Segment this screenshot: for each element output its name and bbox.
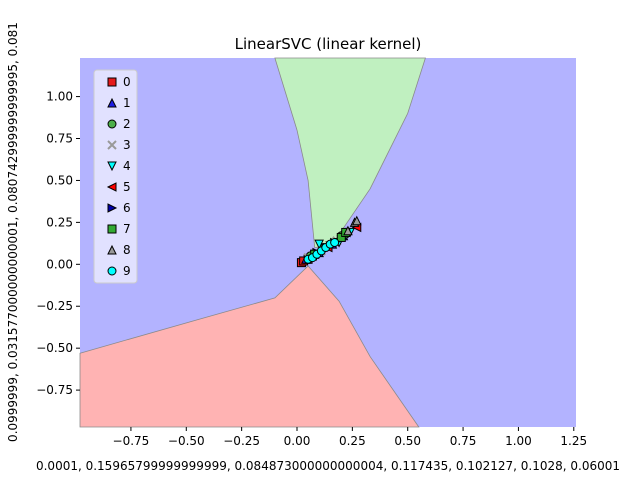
data-point-class-8: [343, 225, 353, 236]
data-point-class-4: [314, 239, 324, 250]
y-tick-label: −0.25: [36, 299, 73, 313]
legend-marker-5: [106, 182, 117, 192]
x-tick-label: 0.50: [394, 434, 421, 448]
x-tick-label: 1.25: [560, 434, 587, 448]
legend: 0 1 2 3 4 5 6 7 8 9: [93, 69, 138, 284]
y-tick-label: −0.50: [36, 341, 73, 355]
x-tick-label: 0.25: [339, 434, 366, 448]
legend-box: [93, 69, 138, 284]
data-points: [296, 215, 362, 268]
data-point-class-9: [330, 238, 340, 247]
plot-area: [79, 57, 576, 428]
chart-title: LinearSVC (linear kernel): [235, 35, 422, 53]
x-tick-label: 1.00: [505, 434, 532, 448]
legend-label: 3: [123, 138, 131, 152]
y-tick-label: 1.00: [46, 90, 73, 104]
y-tick-label: 0.50: [46, 173, 73, 187]
y-tick-label: 0.75: [46, 132, 73, 146]
legend-marker-4: [107, 161, 117, 172]
legend-marker-6: [107, 203, 118, 213]
legend-marker-2: [107, 119, 117, 129]
legend-marker-3: [107, 140, 117, 150]
y-tick-label: 0.25: [46, 215, 73, 229]
legend-label: 8: [123, 243, 131, 257]
x-tick-label: 0.75: [450, 434, 477, 448]
x-tick-label: −0.25: [223, 434, 260, 448]
x-tick-label: −0.75: [113, 434, 150, 448]
y-tick-label: −0.75: [36, 383, 73, 397]
legend-label: 9: [123, 264, 131, 278]
legend-marker-8: [107, 244, 117, 255]
region-red: [79, 265, 420, 428]
legend-marker-0: [107, 77, 117, 87]
legend-label: 7: [123, 222, 131, 236]
legend-label: 6: [123, 201, 131, 215]
legend-label: 4: [123, 159, 131, 173]
legend-marker-1: [107, 97, 117, 108]
y-tick-label: 0.00: [46, 257, 73, 271]
x-axis-label: 0.0001, 0.15965799999999999, 0.084873000…: [36, 459, 620, 473]
legend-marker-7: [107, 224, 117, 234]
y-axis-label: 0.0999999, 0.031577000000000001, 0.08074…: [6, 22, 20, 442]
x-tick-label: −0.50: [168, 434, 205, 448]
legend-label: 1: [123, 96, 131, 110]
x-tick-label: 0.00: [284, 434, 311, 448]
legend-label: 2: [123, 117, 131, 131]
legend-label: 0: [123, 75, 131, 89]
legend-label: 5: [123, 180, 131, 194]
y-axis-ticks: −0.75 −0.50 −0.25 0.00 0.25 0.50 0.75 1.00: [36, 90, 80, 397]
legend-marker-9: [107, 266, 117, 276]
data-point-class-8: [351, 215, 362, 226]
x-axis-ticks: −0.75 −0.50 −0.25 0.00 0.25 0.50 0.75 1.00 1.25: [113, 427, 587, 448]
